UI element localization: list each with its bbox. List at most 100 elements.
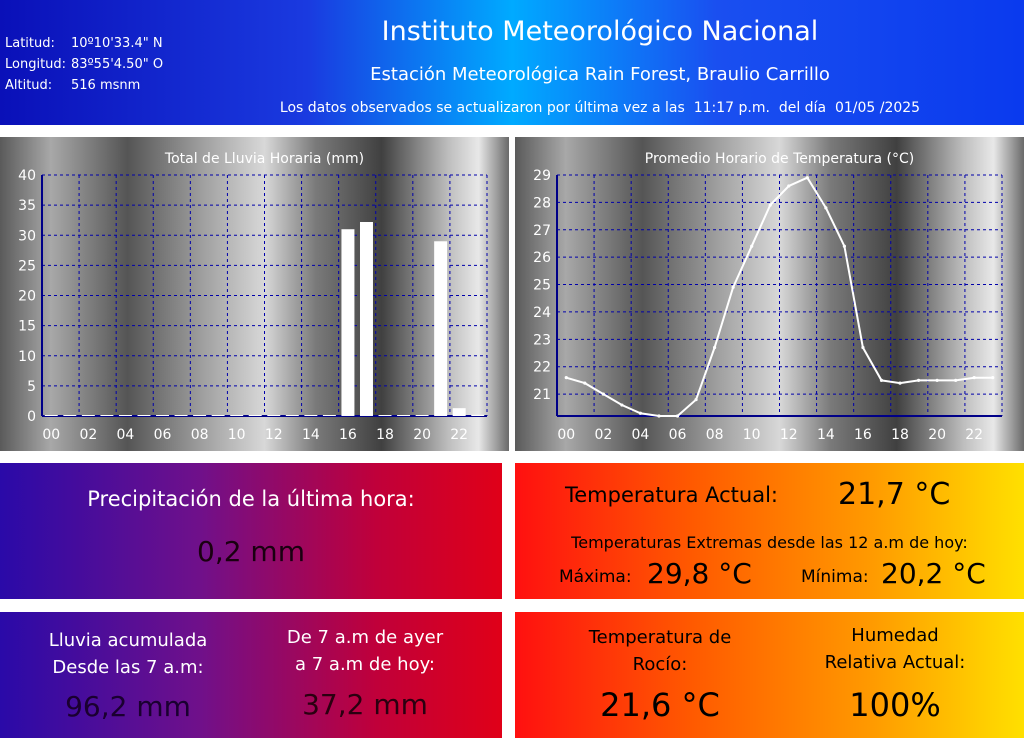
rain-x-tick-label: 12 — [265, 427, 283, 443]
max-temp-label: Máxima: — [559, 567, 632, 587]
temperature-chart: Promedio Horario de Temperatura (°C) 21 22… — [533, 151, 1003, 443]
max-temp-value: 29,8 °C — [647, 557, 752, 590]
rain-chart: Total de Lluvia Horaria (mm) 0 5 10 15 20 25 30… — [18, 151, 488, 443]
temp-point — [620, 403, 624, 407]
latitude-label: Latitud: — [5, 36, 55, 51]
temp-point — [898, 381, 902, 385]
temp-x-tick-label: 18 — [891, 427, 909, 443]
rain-y-tick-label: 10 — [18, 349, 36, 365]
rain-x-tick-label: 02 — [79, 427, 97, 443]
temp-point — [935, 378, 939, 382]
temp-y-tick-label: 26 — [533, 250, 551, 266]
rain-bar — [211, 415, 225, 416]
temp-x-tick-label: 20 — [928, 427, 946, 443]
precip-last-hour-value: 0,2 mm — [197, 535, 305, 568]
rain-bar — [378, 415, 392, 416]
temp-point — [972, 376, 976, 380]
temperature-chart-panel: Promedio Horario de Temperatura (°C) 21 22… — [515, 137, 1024, 451]
temp-point — [564, 376, 568, 380]
dew-point-value: 21,6 °C — [600, 686, 720, 724]
longitude-row: Longitud: 83º55'4.50" O — [5, 54, 163, 75]
rain-x-tick-label: 00 — [42, 427, 60, 443]
rain-accumulated-value: 96,2 mm — [65, 690, 191, 723]
rain-bar — [100, 415, 114, 416]
temp-x-tick-label: 00 — [557, 427, 575, 443]
temp-x-tick-label: 06 — [669, 427, 687, 443]
temp-y-tick-label: 22 — [533, 360, 551, 376]
rain-accumulated-label-line1: Lluvia acumulada — [48, 630, 208, 651]
temp-point — [713, 345, 717, 350]
update-time: 11:17 p.m. — [693, 100, 770, 116]
temp-point — [787, 184, 791, 188]
rain-bar — [63, 415, 77, 416]
latitude-value: 10º10'33.4" N — [71, 36, 163, 51]
latitude-row: Latitud: 10º10'33.4" N — [5, 33, 163, 54]
rain-yesterday-value: 37,2 mm — [302, 688, 428, 721]
current-temperature-panel: Temperatura Actual: 21,7 °C Temperaturas… — [515, 463, 1024, 599]
temp-point — [916, 378, 921, 382]
humidity-label-line1: Humedad — [851, 625, 939, 646]
rain-y-tick-label: 40 — [18, 168, 36, 184]
update-day-prefix: del día — [778, 100, 827, 116]
rain-x-tick-label: 06 — [154, 427, 172, 443]
temp-y-tick-label: 23 — [533, 332, 551, 348]
min-temp-label: Mínima: — [801, 567, 869, 587]
rain-y-tick-label: 30 — [18, 228, 36, 244]
rain-x-tick-label: 16 — [339, 427, 357, 443]
rain-chart-panel: Total de Lluvia Horaria (mm) 0 5 10 15 20 25 30… — [0, 137, 509, 451]
update-prefix: Los datos observados se actualizaron por… — [279, 100, 685, 116]
rain-bar — [230, 415, 244, 416]
altitude-value: 516 msnm — [71, 78, 141, 93]
rain-accumulated-label-line2: Desde las 7 a.m: — [52, 657, 204, 678]
rain-bar — [118, 415, 132, 416]
temp-y-tick-label: 24 — [533, 305, 551, 321]
rain-bar — [341, 229, 355, 416]
rain-bar — [81, 415, 95, 416]
rain-accumulated-panel: Lluvia acumulada Desde las 7 a.m: 96,2 m… — [0, 612, 502, 738]
temp-y-tick-label: 25 — [533, 278, 551, 294]
precip-last-hour-panel: Precipitación de la última hora: 0,2 mm — [0, 463, 502, 599]
update-date: 01/05 /2025 — [834, 100, 921, 116]
temp-point — [991, 376, 995, 380]
rain-x-tick-label: 04 — [117, 427, 135, 443]
temp-point — [675, 414, 680, 418]
rain-x-tick-label: 10 — [228, 427, 246, 443]
temp-point — [824, 206, 828, 210]
rain-bar — [44, 415, 58, 416]
temp-point — [750, 244, 754, 248]
humidity-label: Humedad Relativa Actual: — [795, 622, 995, 676]
temp-x-tick-label: 22 — [965, 427, 983, 443]
temp-x-tick-label: 10 — [743, 427, 761, 443]
extremes-label: Temperaturas Extremas desde las 12 a.m d… — [571, 533, 968, 552]
rain-yesterday-label-line1: De 7 a.m de ayer — [286, 627, 444, 648]
rain-bar — [322, 415, 336, 416]
temp-y-tick-label: 21 — [533, 387, 551, 403]
temp-point — [842, 244, 846, 248]
temp-point — [805, 176, 809, 180]
temp-point — [583, 381, 587, 385]
temp-x-tick-label: 04 — [632, 427, 650, 443]
temp-y-tick-label: 28 — [533, 195, 551, 211]
temp-point — [768, 203, 772, 207]
rain-y-tick-label: 25 — [18, 258, 36, 274]
rain-x-tick-label: 14 — [302, 427, 320, 443]
rain-bar — [193, 415, 207, 416]
humidity-label-line2: Relativa Actual: — [824, 652, 966, 673]
temp-point — [861, 345, 865, 350]
rain-y-tick-label: 20 — [18, 289, 36, 305]
rain-bar — [471, 414, 485, 416]
dew-point-label-line1: Temperatura de — [588, 627, 732, 648]
temp-x-tick-label: 14 — [817, 427, 835, 443]
rain-x-tick-label: 20 — [413, 427, 431, 443]
temp-point — [694, 397, 698, 402]
humidity-value: 100% — [849, 686, 941, 724]
temp-point — [638, 411, 643, 415]
current-temp-value: 21,7 °C — [838, 477, 951, 512]
rain-yesterday-label: De 7 a.m de ayer a 7 a.m de hoy: — [255, 624, 475, 678]
dew-humidity-panel: Temperatura de Rocío: 21,6 °C Humedad Re… — [515, 612, 1024, 738]
rain-bar — [156, 415, 170, 416]
temp-y-tick-label: 29 — [533, 168, 551, 184]
rain-y-tick-label: 15 — [18, 319, 36, 335]
rain-bar — [359, 221, 373, 416]
rain-bar — [397, 415, 411, 416]
